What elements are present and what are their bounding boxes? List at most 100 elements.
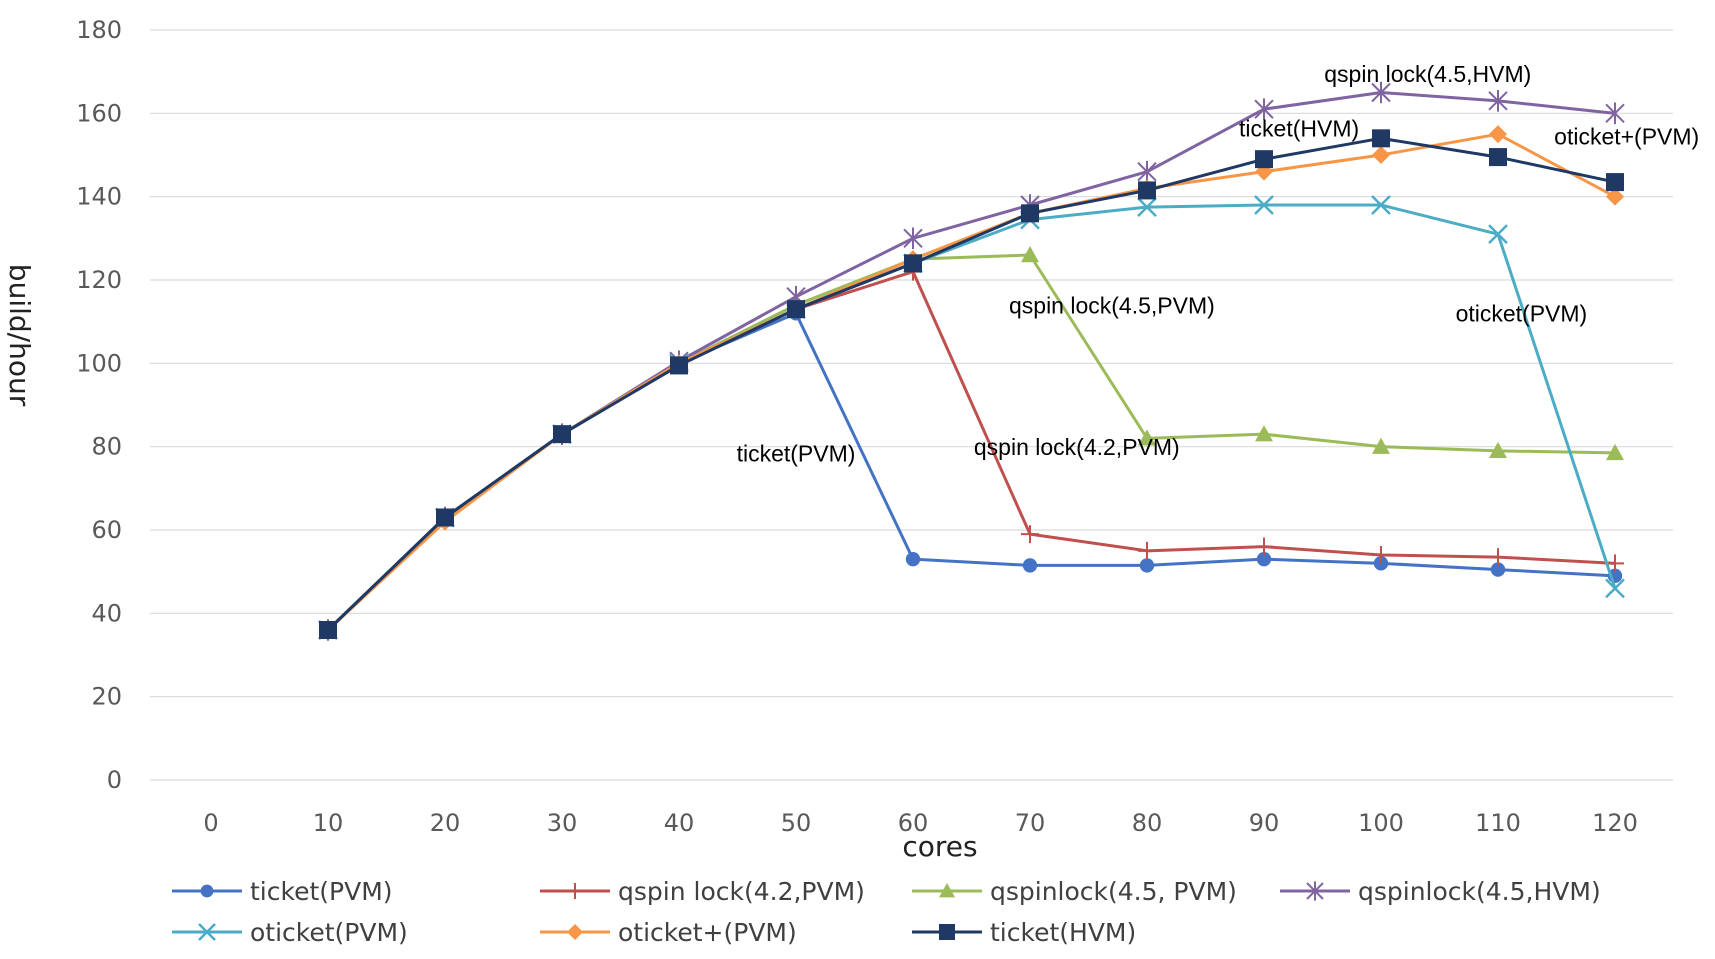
data-point [200, 884, 214, 898]
series-2 [319, 246, 1624, 638]
data-point [1254, 195, 1274, 215]
x-tick-label: 70 [1015, 809, 1046, 837]
series-line [326, 136, 1616, 632]
data-point [1488, 224, 1508, 245]
x-tick-label: 110 [1475, 809, 1521, 837]
annotation-label: qspin lock(4.5,HVM) [1324, 61, 1531, 87]
data-point [939, 883, 955, 898]
data-point [1372, 546, 1390, 564]
data-point [1255, 150, 1273, 169]
x-tick-label: 30 [547, 809, 578, 837]
legend-entry: oticket+(PVM) [540, 918, 797, 947]
data-point [1021, 525, 1039, 544]
legend-entry: ticket(HVM) [912, 918, 1136, 947]
data-point [1137, 197, 1157, 217]
y-tick-label: 80 [91, 433, 122, 461]
data-point [1139, 558, 1155, 573]
legend-label: ticket(PVM) [250, 877, 393, 906]
data-point [1490, 562, 1506, 577]
data-point [787, 300, 805, 319]
data-point [1255, 537, 1273, 556]
data-point [1371, 195, 1391, 215]
annotation-label: qspin lock(4.2,PVM) [974, 434, 1180, 460]
y-tick-label: 120 [76, 266, 122, 294]
annotation-label: ticket(PVM) [737, 440, 856, 466]
data-point [904, 254, 922, 273]
series-line [326, 253, 1616, 632]
data-point [1138, 429, 1156, 446]
legend-label: ticket(HVM) [990, 918, 1136, 947]
data-point [1138, 541, 1156, 560]
x-tick-label: 50 [781, 809, 812, 837]
data-point [1606, 554, 1624, 573]
y-tick-label: 180 [76, 16, 122, 44]
y-tick-label: 160 [76, 99, 122, 127]
data-point [553, 425, 571, 444]
data-point [1254, 98, 1274, 120]
x-axis-title: cores [902, 830, 977, 863]
data-point [198, 923, 216, 941]
x-tick-label: 100 [1358, 809, 1404, 837]
data-point [1372, 437, 1390, 454]
data-point [436, 508, 454, 527]
series-line [326, 91, 1616, 632]
data-point [1255, 425, 1273, 442]
y-tick-label: 100 [76, 349, 122, 377]
gridlines [150, 29, 1673, 781]
data-point [1606, 187, 1624, 206]
legend-label: qspinlock(4.5,HVM) [1358, 877, 1601, 906]
annotation-label: ticket(HVM) [1239, 115, 1359, 141]
legend-entry: oticket(PVM) [172, 918, 408, 947]
data-point [1021, 204, 1039, 223]
data-point [670, 356, 688, 375]
data-point [1372, 146, 1390, 164]
data-point [1256, 551, 1272, 567]
x-tick-label: 90 [1249, 809, 1280, 837]
data-point [1489, 125, 1507, 144]
x-tick-label: 80 [1132, 809, 1163, 837]
data-point [1306, 881, 1324, 901]
legend-entry: ticket(PVM) [172, 877, 393, 906]
x-tick-label: 0 [203, 809, 218, 837]
x-tick-label: 60 [898, 809, 929, 837]
series-0 [320, 306, 1623, 638]
x-tick-label: 20 [430, 809, 461, 837]
data-point [939, 924, 955, 940]
legend-label: qspin lock(4.2,PVM) [618, 877, 865, 906]
series-lines [318, 81, 1625, 641]
data-point [1605, 102, 1625, 125]
data-point [903, 227, 923, 250]
x-tick-label: 120 [1592, 809, 1638, 837]
legend-entry: qspinlock(4.5, PVM) [912, 877, 1237, 906]
data-point [1605, 578, 1625, 599]
data-point [1489, 441, 1507, 459]
data-point [905, 551, 921, 567]
y-tick-label: 40 [91, 599, 122, 627]
legend-label: oticket+(PVM) [618, 918, 797, 947]
legend: ticket(PVM) qspin lock(4.2,PVM) qspinlock(… [172, 877, 1601, 947]
y-tick-label: 140 [76, 183, 122, 211]
data-point [1606, 443, 1624, 461]
series-line [326, 311, 1616, 632]
data-point [1489, 148, 1507, 167]
y-tick-label: 0 [107, 766, 122, 794]
data-point [1022, 558, 1038, 573]
series-6 [319, 129, 1624, 639]
legend-label: oticket(PVM) [250, 918, 408, 947]
series-line [326, 270, 1616, 632]
legend-label: qspinlock(4.5, PVM) [990, 877, 1237, 906]
data-point [319, 621, 337, 639]
x-tick-label: 40 [664, 809, 695, 837]
annotations: qspin lock(4.5,HVM) ticket(HVM) oticket+(P… [737, 61, 1700, 466]
x-axis-tick-labels: 0 10 20 30 40 50 60 70 80 90 100 110 120 [203, 809, 1638, 837]
annotation-label: qspin lock(4.5,PVM) [1009, 292, 1215, 318]
data-point [1137, 160, 1157, 183]
y-tick-label: 20 [91, 683, 122, 711]
data-point [1372, 129, 1390, 148]
data-point [1138, 181, 1156, 200]
x-tick-label: 10 [313, 809, 344, 837]
series-1 [319, 262, 1624, 639]
data-point [1488, 90, 1508, 112]
data-point [1021, 246, 1039, 263]
